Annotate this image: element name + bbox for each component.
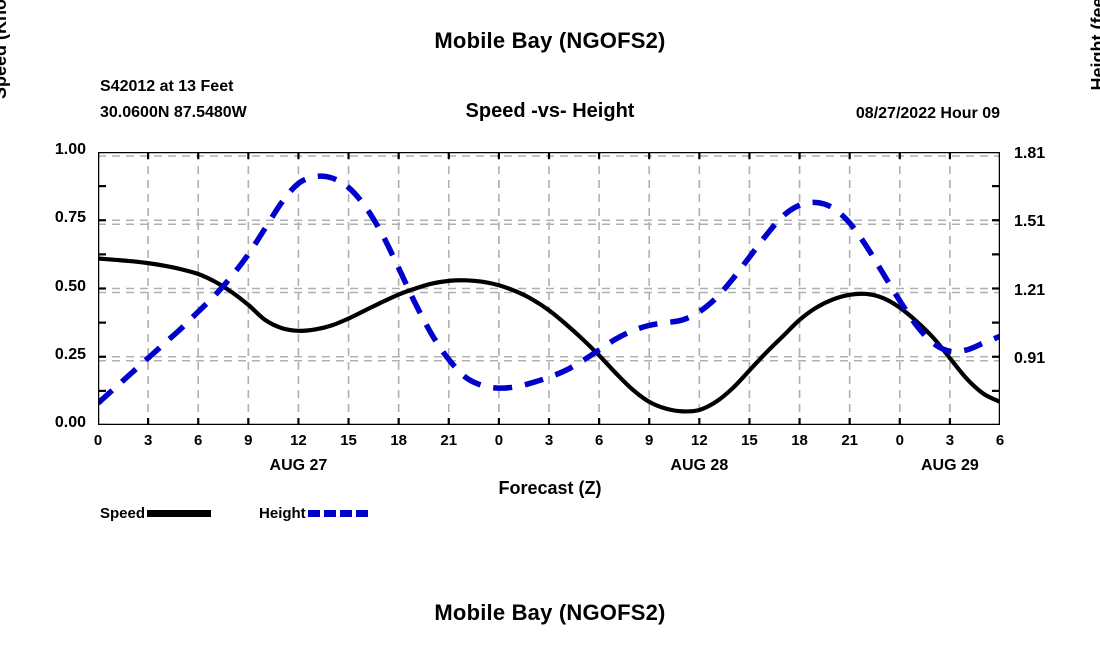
station-coords-line: 30.0600N 87.5480W xyxy=(100,104,247,121)
chart-title-top: Mobile Bay (NGOFS2) xyxy=(434,28,666,53)
x-axis-label: Forecast (Z) xyxy=(498,478,602,498)
x-tick-label: 15 xyxy=(741,432,758,449)
y-axis-label-left: Speed (Knots) xyxy=(0,0,10,100)
x-tick-label: 18 xyxy=(791,432,808,449)
chart-subtitle: Speed -vs- Height xyxy=(465,100,635,122)
x-tick-label: 3 xyxy=(945,432,955,449)
y-tick-label-right: 1.81 xyxy=(1014,145,1046,162)
y-tick-label-right: 1.21 xyxy=(1014,281,1046,299)
x-axis-day-label: AUG 28 xyxy=(670,457,729,474)
x-tick-label: 9 xyxy=(244,432,253,449)
chart-legend: Speed Height xyxy=(100,505,372,522)
y-tick-label-left: 0.50 xyxy=(54,277,86,295)
x-tick-label: 0 xyxy=(93,432,103,449)
y-tick-label-left: 1.00 xyxy=(54,141,86,158)
station-id-line: S42012 at 13 Feet xyxy=(100,78,234,95)
y-tick-label-right: 0.91 xyxy=(1014,349,1046,367)
legend-swatch-speed xyxy=(147,510,212,517)
x-tick-label: 12 xyxy=(290,432,307,449)
y-axis-label-right: Height (feet) xyxy=(1088,0,1100,91)
x-axis-day-label: AUG 27 xyxy=(269,457,328,474)
x-tick-label: 18 xyxy=(390,432,407,449)
x-tick-label: 21 xyxy=(440,432,458,449)
x-tick-label: 0 xyxy=(494,432,504,449)
plot-svg xyxy=(98,152,1000,425)
legend-swatch-height xyxy=(307,510,372,517)
legend-item-speed: Speed xyxy=(100,505,212,522)
y-tick-label-right: 1.51 xyxy=(1014,213,1046,231)
legend-label-height: Height xyxy=(259,505,306,522)
y-tick-label-left: 0.25 xyxy=(54,345,86,363)
series-line-speed xyxy=(98,256,1000,414)
x-tick-label: 9 xyxy=(645,432,654,449)
station-info: S42012 at 13 Feet 30.0600N 87.5480W xyxy=(100,74,247,126)
x-tick-label: 0 xyxy=(895,432,904,449)
x-tick-label: 12 xyxy=(690,432,708,449)
x-axis-day-label: AUG 29 xyxy=(920,457,979,474)
x-tick-label: 6 xyxy=(194,432,203,449)
legend-label-speed: Speed xyxy=(100,505,146,522)
legend-item-height: Height xyxy=(259,505,372,522)
x-tick-label: 6 xyxy=(995,432,1005,449)
x-tick-label: 21 xyxy=(841,432,858,449)
x-tick-label: 3 xyxy=(544,432,554,449)
gridlines xyxy=(98,152,1000,425)
data-series-group xyxy=(98,173,1000,414)
chart-title-bottom: Mobile Bay (NGOFS2) xyxy=(434,600,666,625)
plot-area xyxy=(98,152,1000,425)
x-tick-label: 3 xyxy=(143,432,153,449)
series-line-height xyxy=(98,173,1000,406)
model-run-timestamp: 08/27/2022 Hour 09 xyxy=(855,105,1000,122)
x-tick-label: 15 xyxy=(340,432,357,449)
y-tick-label-left: 0.75 xyxy=(54,209,86,227)
x-tick-label: 6 xyxy=(594,432,604,449)
y-tick-label-left: 0.00 xyxy=(54,414,86,431)
